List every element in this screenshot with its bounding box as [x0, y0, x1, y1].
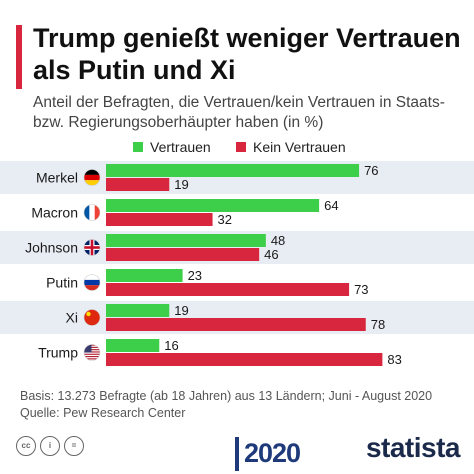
category-label-merkel: Merkel [36, 170, 78, 186]
value-label-trust-macron: 64 [324, 198, 338, 213]
legend-item-no-trust: Kein Vertrauen [236, 138, 346, 156]
value-label-no-trust-macron: 32 [218, 212, 232, 227]
value-label-trust-xi: 19 [174, 303, 188, 318]
bar-trust-johnson [106, 234, 266, 247]
category-label-johnson: Johnson [25, 240, 78, 256]
bar-trust-trump [106, 339, 160, 352]
category-label-xi: Xi [66, 310, 78, 326]
year-badge-text: 2020 [244, 438, 301, 468]
bar-no-trust-trump [106, 353, 383, 366]
legend-swatch-no-trust [236, 142, 246, 153]
statista-logo[interactable]: statista [365, 432, 461, 463]
germany-flag-icon [83, 169, 101, 186]
bar-trust-putin [106, 269, 183, 282]
year-badge: 2020 [235, 437, 327, 471]
uk-flag-icon [83, 239, 101, 256]
footer-basis: Basis: 13.273 Befragte (ab 18 Jahren) au… [20, 389, 433, 403]
value-label-trust-putin: 23 [188, 268, 202, 283]
no-derivatives-icon[interactable]: = [64, 436, 84, 456]
bar-trust-merkel [106, 164, 360, 177]
chart-title: Trump genießt weniger Vertrauen als Puti… [33, 23, 461, 85]
bar-trust-xi [106, 304, 170, 317]
bar-no-trust-merkel [106, 178, 170, 191]
value-label-trust-trump: 16 [164, 338, 178, 353]
attribution-icon[interactable]: i [40, 436, 60, 456]
category-label-putin: Putin [46, 275, 78, 291]
title-accent-bar [16, 25, 22, 89]
france-flag-icon [83, 204, 101, 221]
bar-no-trust-putin [106, 283, 350, 296]
value-label-no-trust-putin: 73 [354, 282, 368, 297]
value-label-trust-johnson: 48 [271, 233, 285, 248]
footer: Basis: 13.273 Befragte (ab 18 Jahren) au… [20, 388, 432, 422]
category-label-macron: Macron [31, 205, 78, 221]
bar-no-trust-macron [106, 213, 213, 226]
legend-swatch-trust [133, 142, 143, 153]
china-flag-icon [83, 309, 101, 326]
footer-source: Quelle: Pew Research Center [20, 406, 186, 420]
bar-no-trust-xi [106, 318, 366, 331]
usa-flag-icon [83, 344, 101, 361]
value-label-no-trust-merkel: 19 [174, 177, 188, 192]
value-label-trust-merkel: 76 [364, 163, 378, 178]
cc-license-icon[interactable]: cc [16, 436, 36, 456]
russia-flag-icon [83, 274, 101, 291]
chart-legend: Vertrauen Kein Vertrauen [0, 138, 474, 156]
year-badge-stripe [235, 437, 239, 471]
chart-subtitle: Anteil der Befragten, die Vertrauen/kein… [33, 94, 445, 131]
legend-item-trust: Vertrauen [133, 138, 211, 156]
bar-no-trust-johnson [106, 248, 260, 261]
bar-trust-macron [106, 199, 320, 212]
legend-label-no-trust: Kein Vertrauen [253, 139, 346, 155]
value-label-no-trust-johnson: 46 [264, 247, 278, 262]
category-label-trump: Trump [38, 345, 78, 361]
legend-label-trust: Vertrauen [150, 139, 211, 155]
value-label-no-trust-trump: 83 [387, 352, 401, 367]
value-label-no-trust-xi: 78 [371, 317, 385, 332]
